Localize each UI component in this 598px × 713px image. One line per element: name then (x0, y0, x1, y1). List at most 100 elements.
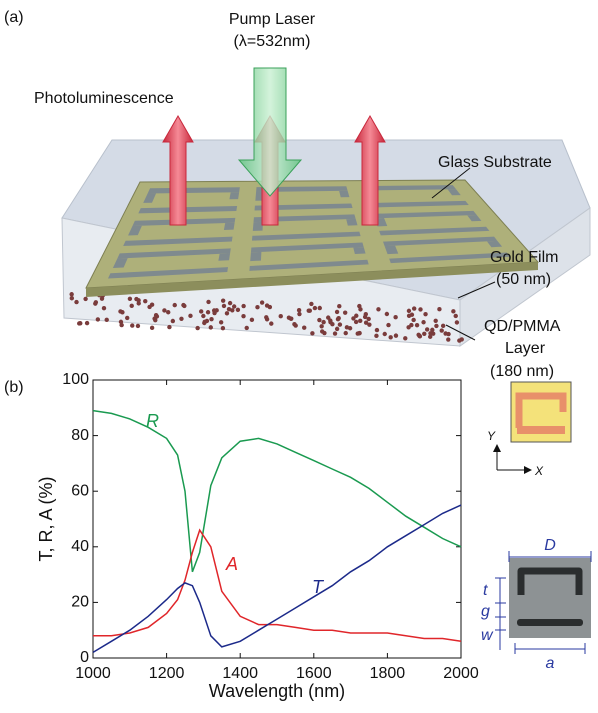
dot (367, 322, 372, 327)
dot (231, 304, 237, 309)
gold-film-edge (86, 262, 538, 297)
dot (423, 311, 428, 317)
dot (393, 314, 398, 320)
slot (379, 226, 490, 236)
dot (69, 292, 74, 297)
dot (353, 319, 359, 325)
dot (319, 329, 325, 334)
slot (253, 214, 356, 223)
gold-label: Gold Film (490, 249, 558, 266)
slot (383, 236, 498, 247)
dot (439, 328, 444, 333)
slot (250, 251, 262, 262)
dot (249, 317, 255, 323)
y-tick-label: 40 (71, 538, 89, 555)
slot (229, 192, 240, 200)
slot (143, 193, 157, 203)
dot (154, 314, 160, 319)
dot (418, 307, 423, 312)
dot (149, 325, 155, 331)
dot (307, 308, 312, 313)
dot (430, 327, 435, 333)
dot (374, 333, 379, 339)
dot (443, 331, 448, 336)
slot (254, 203, 353, 211)
dot (326, 315, 331, 320)
dim-label: w (481, 627, 494, 644)
dot (433, 318, 438, 323)
slot (138, 206, 238, 214)
leader-line (431, 167, 471, 199)
dot (422, 331, 427, 336)
dot (297, 311, 302, 317)
x-tick-label: 1000 (75, 665, 111, 682)
dot (374, 327, 380, 333)
plot-frame (92, 379, 462, 659)
dot (293, 323, 298, 328)
y-tick-label: 80 (71, 427, 89, 444)
dot (143, 298, 148, 304)
axis-letter: X (534, 464, 544, 478)
dot (209, 316, 214, 322)
pump-arrow (237, 67, 303, 197)
series-label: T (312, 577, 325, 597)
dot (264, 303, 270, 308)
dot (388, 335, 393, 340)
dot (451, 309, 456, 314)
dot (104, 317, 109, 323)
chart: 0 20 40 60 80 100 1000 1200 1400 1600 1800 2000 Wave… (36, 371, 479, 701)
dot (135, 323, 141, 329)
dot (337, 322, 343, 327)
dot (434, 323, 439, 329)
dot (226, 306, 232, 312)
pump-label: (λ=532nm) (234, 33, 311, 50)
dot (421, 320, 426, 325)
slot (346, 218, 358, 226)
dot (411, 306, 417, 311)
panel-label: (b) (4, 379, 24, 396)
x-tick-label: 2000 (443, 665, 479, 682)
dim-label: D (544, 537, 556, 554)
slot (256, 186, 348, 192)
dot (235, 307, 241, 313)
series-line (93, 528, 462, 643)
quantum-dots (69, 292, 464, 343)
substrate-side (459, 207, 591, 347)
dot (336, 315, 341, 321)
slot (123, 236, 233, 246)
slot (369, 200, 469, 208)
leader-line (457, 281, 496, 299)
dot (74, 299, 79, 305)
x-tick-label: 1200 (149, 665, 185, 682)
slot (117, 248, 231, 259)
dot (296, 308, 302, 313)
dot (130, 323, 135, 328)
dim-label: a (546, 655, 555, 672)
dot (302, 325, 307, 330)
dot (259, 300, 265, 305)
slot (128, 225, 142, 236)
dot (454, 320, 460, 325)
slot (389, 252, 511, 264)
slot (467, 215, 482, 222)
dot (230, 308, 235, 313)
dot (453, 313, 458, 319)
dot (428, 331, 433, 336)
dot (127, 296, 133, 301)
arrow-head (493, 444, 501, 452)
qd-label: QD/PMMA (484, 318, 561, 335)
slot (112, 258, 128, 269)
dot (220, 298, 226, 303)
dot (393, 333, 399, 338)
dot (354, 313, 359, 318)
slot (107, 267, 229, 279)
dot (227, 300, 233, 306)
qd-label: Layer (505, 340, 546, 357)
dot (424, 327, 430, 332)
dot (125, 315, 130, 321)
dot (264, 315, 269, 320)
dot (384, 311, 390, 317)
dot (386, 322, 391, 328)
slot (250, 242, 364, 253)
